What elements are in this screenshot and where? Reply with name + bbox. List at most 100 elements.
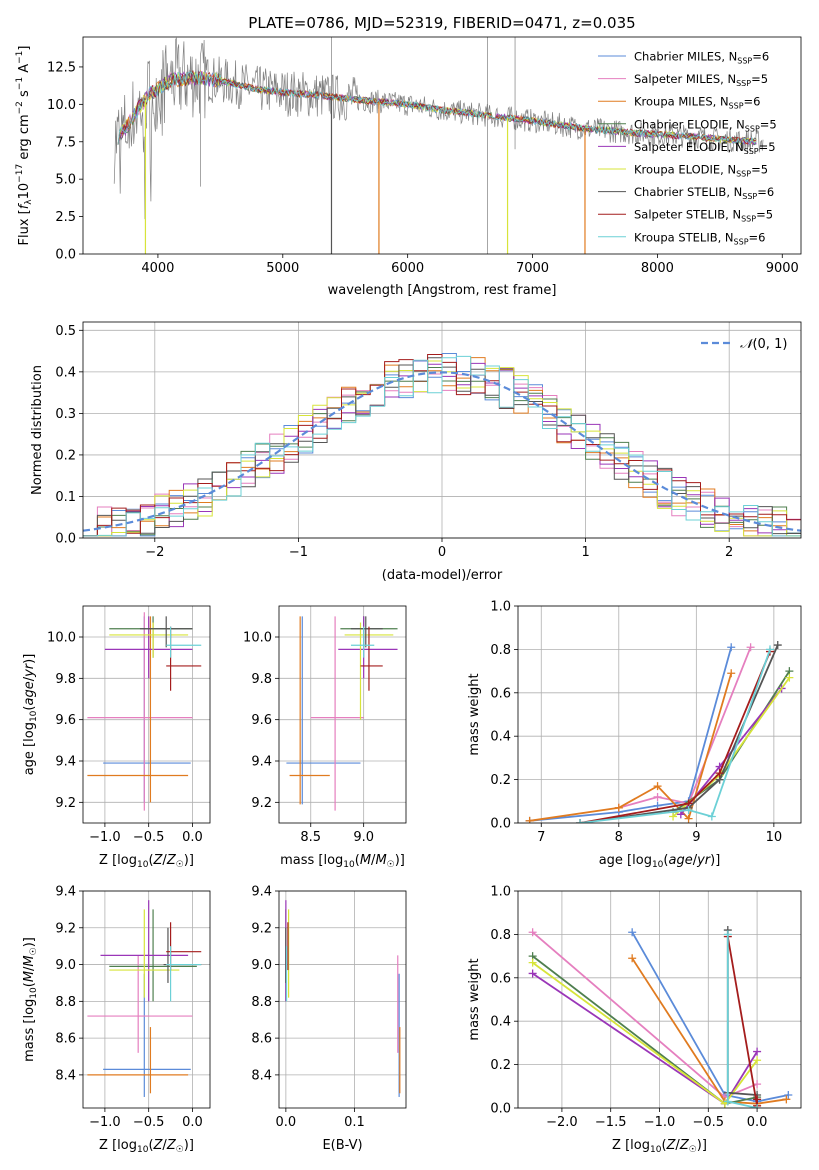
y-tick-label: 10.0 (47, 631, 76, 646)
x-tick-label: 9000 (766, 261, 799, 276)
weight-line-salpeter_stelib (579, 651, 771, 823)
y-tick-label: 12.5 (47, 60, 76, 75)
y-tick-label: 0.1 (55, 490, 76, 505)
y-tick-label: 9.0 (55, 958, 76, 973)
axes-frame (82, 605, 211, 824)
y-tick-label: 0.4 (490, 1015, 511, 1030)
residuals-panel: −2 −1 0 1 2 0.0 0.1 0.2 0.3 0.4 0.5 (data-model)/er… (30, 321, 802, 583)
y-tick-label: 9.8 (251, 672, 272, 687)
x-tick-label: −1.5 (595, 1115, 627, 1130)
y-tick-label: 8.4 (251, 1068, 272, 1083)
y-tick-label: 9.6 (55, 713, 76, 728)
weight-marker-kroupa_stelib (723, 930, 732, 939)
y-tick-label: 7.5 (55, 135, 76, 150)
y-tick-label: 9.2 (251, 921, 272, 936)
y-tick-label: 0.2 (55, 448, 76, 463)
x-tick-label: −1.0 (644, 1115, 676, 1130)
y-tick-label: 9.2 (55, 921, 76, 936)
weight-marker-chabrier_miles (628, 928, 637, 937)
y-tick-label: 0.8 (490, 643, 511, 658)
y-tick-label: 0.4 (55, 365, 76, 380)
spectrum-panel: 4000 5000 6000 7000 8000 9000 0.0 2.5 5.0 7.5 10.0… (15, 14, 802, 298)
y-tick-label: 9.2 (55, 796, 76, 811)
y-tick-label: 9.4 (251, 885, 272, 900)
x-tick-label: 9 (692, 830, 700, 845)
axes-frame (517, 890, 802, 1109)
legend-label: Kroupa STELIB, NSSP=6 (634, 230, 765, 246)
histogram-steps (83, 353, 801, 538)
x-tick-label: −1 (289, 545, 308, 560)
weight-marker-kroupa_elodie (785, 673, 794, 682)
x-tick-label: −2 (145, 545, 164, 560)
weight-marker-kroupa_miles (727, 669, 736, 678)
weight-marker-salpeter_miles (653, 792, 662, 801)
weight-marker-salpeter_elodie (753, 1047, 762, 1056)
legend-label: Salpeter STELIB, NSSP=5 (634, 208, 773, 224)
x-tick-label: 4000 (141, 261, 174, 276)
weight-marker-chabrier_miles (727, 643, 736, 652)
x-tick-label: 0.0 (747, 1115, 768, 1130)
y-tick-label: 9.4 (55, 885, 76, 900)
error-bars (285, 900, 401, 1097)
weight-marker-salpeter_miles (746, 643, 755, 652)
y-tick-label: 10.0 (47, 98, 76, 113)
weight-marker-kroupa_miles (782, 1095, 791, 1104)
weight-marker-kroupa_elodie (528, 958, 537, 967)
weight-marker-kroupa_stelib (576, 819, 585, 823)
y-tick-label: 8.8 (251, 995, 272, 1010)
y-axis-label: mass weight (467, 673, 482, 755)
y-tick-label: 0.8 (490, 928, 511, 943)
y-tick-label: 9.8 (55, 672, 76, 687)
age_vs_Z-panel: −1.0 −0.5 0.0 9.2 9.4 9.6 9.8 10.0 Z [log10(Z/Z☉… (22, 605, 211, 870)
y-tick-label: 9.6 (251, 713, 272, 728)
mass_weight_vs_Z-panel: −2.0 −1.5 −1.0 −0.5 0.0 0.0 0.2 0.4 0.6 0.8 1.0 Z [… (467, 885, 802, 1155)
y-tick-label: 0.0 (490, 817, 511, 832)
x-axis-label: Z [log10(Z/Z☉)] (99, 853, 194, 870)
y-tick-label: 8.6 (251, 1032, 272, 1047)
mass_vs_ebv-panel: 0.0 0.1 8.4 8.6 8.8 9.0 9.2 9.4 E(B-V) (251, 885, 407, 1153)
mass_weight_vs_age-panel: 7 8 9 10 0.0 0.2 0.4 0.6 0.8 1.0 age [log10(age/yr… (467, 600, 802, 870)
weight-marker-kroupa_stelib (723, 1097, 732, 1106)
error-bars (87, 612, 202, 811)
legend-label: Chabrier STELIB, NSSP=6 (634, 185, 774, 201)
x-tick-label: −2.0 (546, 1115, 578, 1130)
y-tick-label: 1.0 (490, 885, 511, 900)
weight-line-chabrier_miles (529, 646, 733, 822)
y-tick-label: 0.4 (490, 730, 511, 745)
weight-marker-salpeter_elodie (528, 969, 537, 978)
legend-label: Chabrier ELODIE, NSSP=5 (634, 117, 777, 133)
x-tick-label: −0.5 (133, 1115, 165, 1130)
y-tick-label: 9.0 (251, 958, 272, 973)
y-tick-label: 0.2 (490, 773, 511, 788)
y-tick-label: 8.8 (55, 995, 76, 1010)
mass_vs_Z-panel: −1.0 −0.5 0.0 8.4 8.6 8.8 9.0 9.2 9.4 Z [log10(Z/… (22, 885, 211, 1155)
y-axis-label: age [log10(age/yr)] (22, 654, 39, 776)
y-axis-label: mass weight (467, 958, 482, 1040)
weight-marker-kroupa_miles (653, 782, 662, 791)
x-tick-label: 8 (615, 830, 623, 845)
normal-curve (83, 371, 801, 532)
weight-lines (525, 641, 794, 823)
y-tick-label: 0.6 (490, 686, 511, 701)
y-tick-label: 0.2 (490, 1058, 511, 1073)
x-tick-label: 0 (438, 545, 446, 560)
weight-marker-kroupa_miles (684, 814, 693, 823)
error-bars (286, 616, 398, 811)
weight-marker-kroupa_miles (525, 816, 534, 823)
histogram-kroupa_stelib (83, 355, 801, 538)
weight-line-salpeter_elodie (532, 972, 758, 1105)
axes-frame (82, 321, 802, 539)
y-tick-label: 2.5 (55, 210, 76, 225)
legend-label: Chabrier MILES, NSSP=6 (634, 50, 769, 66)
legend-label: Kroupa MILES, NSSP=6 (634, 95, 760, 111)
weight-line-salpeter_miles (532, 931, 758, 1099)
weight-marker-salpeter_miles (753, 1080, 762, 1089)
weight-marker-salpeter_stelib (753, 1095, 762, 1104)
y-tick-label: 8.6 (55, 1032, 76, 1047)
weight-marker-kroupa_stelib (684, 805, 693, 814)
legend-label: Salpeter ELODIE, NSSP=5 (634, 140, 776, 156)
weight-marker-kroupa_elodie (669, 812, 678, 821)
y-tick-label: 5.0 (55, 173, 76, 188)
weight-marker-chabrier_miles (784, 1090, 793, 1099)
